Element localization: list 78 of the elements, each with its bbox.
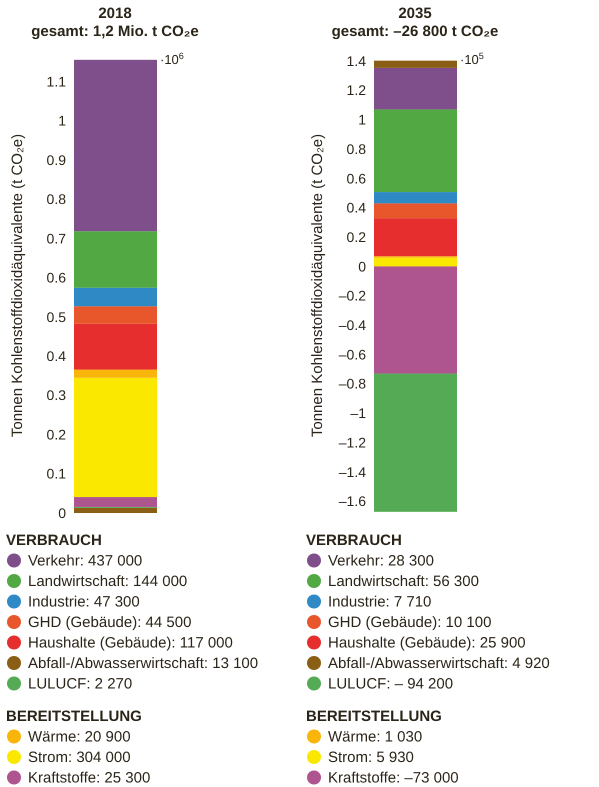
y-tick-label: 0.7	[46, 230, 66, 246]
y-tick-label: 0.8	[346, 140, 366, 157]
legend-label: LULUCF: 2 270	[28, 676, 132, 692]
bar	[74, 231, 157, 288]
y-tick-label: 0.6	[346, 170, 366, 186]
legend-label: Industrie: 7 710	[328, 594, 432, 610]
legend-label: GHD (Gebäude): 10 100	[328, 614, 492, 631]
bar	[374, 68, 457, 110]
legend-label: Strom: 304 000	[28, 749, 131, 766]
legend-label: Industrie: 47 300	[28, 594, 140, 610]
y-tick-label: 1	[58, 112, 66, 129]
y-tick-label: 0	[358, 258, 366, 274]
y-tick-label: 0.4	[346, 200, 366, 216]
y-tick-label: 0	[58, 504, 66, 521]
bar	[74, 288, 157, 306]
y-tick-label: –1	[350, 405, 366, 422]
text: ·10$^{5}$	[460, 51, 484, 67]
y-axis-title: Tonnen Kohlenstoffdioxidäquivalente (t CO₂e)	[9, 134, 26, 438]
bar	[374, 192, 457, 204]
y-tick-label: –1.4	[338, 464, 366, 480]
bar	[374, 60, 457, 68]
legend-label: Haushalte (Gebäude): 117 000	[28, 634, 233, 652]
y-tick-label: 0.5	[46, 308, 66, 325]
bar	[374, 266, 457, 374]
y-tick-label: 0.6	[46, 270, 66, 286]
y-tick-label: –0.4	[338, 317, 366, 334]
y-tick-label: 1.2	[346, 82, 366, 98]
bar	[74, 508, 157, 513]
y-tick-label: 1.4	[346, 52, 366, 69]
text: ·10$^{6}$	[160, 51, 184, 67]
chart-title: 2035	[398, 5, 432, 22]
legend-label: Abfall-/Abwasserwirtschaft: 13 100	[28, 655, 258, 672]
bar	[374, 218, 457, 256]
legend-label: Verkehr: 28 300	[328, 552, 434, 570]
y-tick-label: 0.8	[46, 191, 66, 208]
legend-label: Strom: 5 930	[328, 749, 414, 766]
y-tick-label: 0.2	[46, 426, 66, 442]
chart-subtitle: gesamt: 1,2 Mio. t CO₂e	[31, 23, 199, 40]
text: BEREITSTELLUNG	[6, 708, 142, 725]
y-axis-title: Tonnen Kohlenstoffdioxidäquivalente (t CO₂e)	[309, 134, 326, 438]
legend-label: LULUCF: – 94 200	[328, 676, 454, 692]
legend-title: VERBRAUCH	[306, 532, 402, 549]
legend-label: Abfall-/Abwasserwirtschaft: 4 920	[328, 655, 550, 672]
y-tick-label: 0.4	[46, 348, 66, 364]
legend-label: Wärme: 20 900	[28, 728, 131, 746]
chart-title: 2018	[98, 5, 132, 22]
bar	[74, 497, 157, 507]
y-tick-label: –1.6	[338, 493, 366, 510]
y-tick-label: 0.9	[46, 152, 66, 168]
y-tick-label: –0.8	[338, 376, 366, 392]
legend-label: Landwirtschaft: 144 000	[28, 573, 188, 590]
y-tick-label: 0.1	[46, 466, 66, 482]
legend-label: Landwirtschaft: 56 300	[328, 573, 479, 590]
legend-label: Kraftstoffe: –73 000	[328, 770, 459, 786]
y-tick-label: 1	[358, 112, 366, 128]
legend-label: GHD (Gebäude): 44 500	[28, 614, 192, 631]
bar	[374, 109, 457, 192]
legend-label: Haushalte (Gebäude): 25 900	[328, 634, 526, 652]
y-tick-label: –0.2	[338, 288, 366, 304]
bar	[74, 378, 157, 498]
bar	[74, 370, 157, 378]
bar	[374, 258, 457, 266]
y-tick-label: 0.3	[46, 387, 66, 404]
y-tick-label: 0.2	[346, 228, 366, 245]
text: BEREITSTELLUNG	[306, 708, 442, 725]
bar	[374, 203, 457, 218]
bar	[74, 60, 157, 232]
bar	[374, 374, 457, 512]
legend-label: Kraftstoffe: 25 300	[28, 770, 150, 786]
legend-label: Wärme: 1 030	[328, 728, 422, 746]
bar	[74, 306, 157, 324]
chart-subtitle: gesamt: –26 800 t CO₂e	[332, 23, 498, 40]
y-tick-label: –1.2	[338, 434, 366, 450]
legend-label: Verkehr: 437 000	[28, 552, 142, 570]
legend-title: VERBRAUCH	[6, 532, 102, 549]
bar	[74, 324, 157, 370]
y-tick-label: 1.1	[46, 73, 66, 90]
y-tick-label: –0.6	[338, 346, 366, 362]
